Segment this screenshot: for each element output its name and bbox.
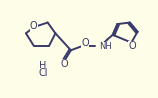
Text: O: O <box>128 41 136 51</box>
Text: Cl: Cl <box>38 68 48 78</box>
Text: O: O <box>81 38 89 48</box>
Text: O: O <box>30 21 37 31</box>
Text: O: O <box>60 59 68 69</box>
Text: H: H <box>39 61 47 71</box>
Text: NH: NH <box>99 42 112 51</box>
